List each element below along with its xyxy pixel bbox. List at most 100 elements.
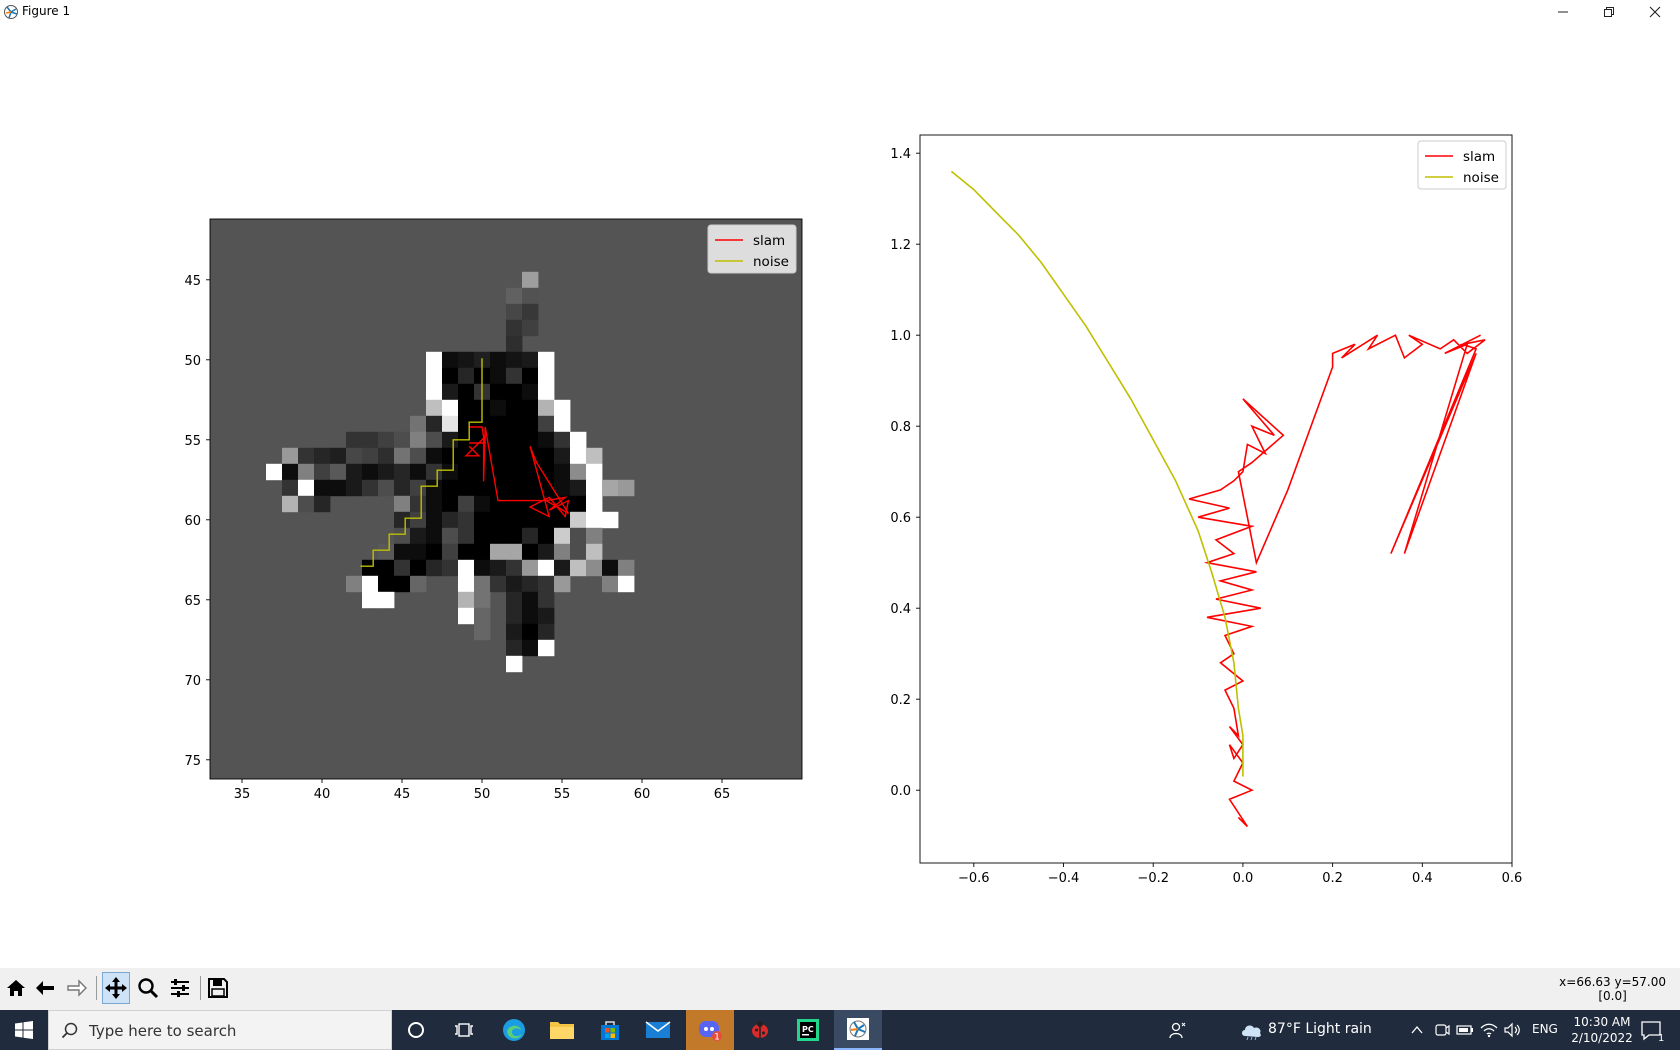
heatmap-cell [522, 431, 539, 449]
taskbar-file-explorer[interactable] [538, 1010, 586, 1050]
heatmap-cell [506, 287, 523, 305]
meet-now-icon[interactable] [1434, 1022, 1450, 1038]
heatmap-cell [570, 447, 587, 465]
trajectory-line-axes[interactable]: −0.6 −0.4 −0.2 0.0 0.2 0.4 0.6 0.0 0.2 0.4 0.6 0.8 1… [890, 134, 1522, 886]
heatmap-cell [442, 543, 459, 561]
trajectory-series-slam [1188, 334, 1486, 828]
chevron-up-icon[interactable] [1410, 1024, 1424, 1036]
heatmap-cell [378, 591, 395, 609]
heatmap-cell [554, 431, 571, 449]
heatmap-cell [330, 479, 347, 497]
start-button[interactable] [0, 1010, 48, 1050]
search-placeholder: Type here to search [89, 1022, 237, 1040]
heatmap-cell [426, 495, 443, 513]
heatmap-cell [426, 351, 443, 369]
heatmap-cell [346, 431, 363, 449]
heatmap-x-tick-label: 65 [714, 787, 731, 802]
cortana-icon [408, 1022, 424, 1038]
clock-date: 2/10/2022 [1571, 1031, 1633, 1045]
home-button[interactable] [2, 972, 30, 1004]
heatmap-cell [522, 303, 539, 321]
taskbar-discord[interactable]: 1 [686, 1010, 734, 1050]
heatmap-series-slam [464, 434, 486, 457]
heatmap-cell [522, 591, 539, 609]
heatmap-cell [522, 639, 539, 657]
configure-button[interactable] [166, 972, 194, 1004]
heatmap-cell [442, 527, 459, 545]
close-icon [1649, 6, 1661, 18]
heatmap-cell [570, 463, 587, 481]
close-button[interactable] [1632, 0, 1678, 24]
zoom-button[interactable] [134, 972, 162, 1004]
taskbar-ladybug-app[interactable] [736, 1010, 784, 1050]
heatmap-cell [426, 559, 443, 577]
heatmap-cell [314, 495, 331, 513]
notification-icon[interactable]: 1 [1640, 1020, 1664, 1042]
heatmap-x-tick-label: 45 [394, 787, 411, 802]
heatmap-cell [346, 575, 363, 593]
task-view-button[interactable] [440, 1010, 488, 1050]
cortana-button[interactable] [392, 1010, 440, 1050]
heatmap-cell [522, 623, 539, 641]
edge-browser-icon [503, 1019, 525, 1041]
heatmap-cell [394, 431, 411, 449]
save-button[interactable] [204, 972, 232, 1004]
taskbar-mail[interactable] [634, 1010, 682, 1050]
heatmap-cell [282, 495, 299, 513]
taskbar-clock[interactable]: 10:30 AM 2/10/2022 [1566, 1014, 1638, 1046]
figure-canvas[interactable]: 35 40 45 50 55 60 65 45 50 55 60 65 70 75 slam noise −0… [0, 24, 1680, 968]
heatmap-cell [586, 495, 603, 513]
heatmap-cell [490, 383, 507, 401]
heatmap-cell [458, 351, 475, 369]
heatmap-cell [570, 559, 587, 577]
taskbar-search-box[interactable]: Type here to search [48, 1010, 392, 1050]
heatmap-cell [378, 559, 395, 577]
heatmap-cell [490, 399, 507, 417]
wifi-icon[interactable] [1480, 1022, 1498, 1038]
weather-text[interactable]: 87°F Light rain [1268, 1021, 1372, 1037]
heatmap-cell [506, 623, 523, 641]
forward-button[interactable] [62, 972, 90, 1004]
volume-icon[interactable] [1504, 1022, 1522, 1038]
language-indicator[interactable]: ENG [1532, 1022, 1558, 1036]
heatmap-cell [522, 511, 539, 529]
heatmap-x-tick-label: 55 [554, 787, 571, 802]
heatmap-cell [602, 511, 619, 529]
heatmap-cell [538, 431, 555, 449]
heatmap-cell [554, 543, 571, 561]
heatmap-cell [378, 479, 395, 497]
taskbar-microsoft-store[interactable] [586, 1010, 634, 1050]
people-button[interactable] [1160, 1010, 1196, 1050]
occupancy-heatmap-axes[interactable]: 35 40 45 50 55 60 65 45 50 55 60 65 70 75 slam noise [184, 218, 803, 802]
heatmap-cell [442, 415, 459, 433]
heatmap-cell [426, 543, 443, 561]
heatmap-y-tick-label: 55 [184, 434, 201, 449]
heatmap-cell [474, 527, 491, 545]
heatmap-cell [474, 447, 491, 465]
heatmap-cell [394, 495, 411, 513]
heatmap-cell [394, 511, 411, 529]
heatmap-cell [490, 559, 507, 577]
trajectory-x-tick-label: −0.6 [958, 871, 990, 886]
heatmap-cell [570, 527, 587, 545]
window-title: Figure 1 [22, 4, 71, 18]
pan-button[interactable] [102, 972, 130, 1004]
heatmap-cell [474, 607, 491, 625]
heatmap-cell [410, 527, 427, 545]
heatmap-cell [314, 463, 331, 481]
battery-icon[interactable] [1456, 1023, 1474, 1037]
taskbar-edge[interactable] [490, 1010, 538, 1050]
minimize-button[interactable] [1540, 0, 1586, 24]
taskbar-pycharm[interactable]: PC [784, 1010, 832, 1050]
heatmap-cell [426, 511, 443, 529]
trajectory-y-tick-label: 1.2 [890, 238, 911, 253]
restore-button[interactable] [1586, 0, 1632, 24]
taskbar-matplotlib-figure[interactable] [834, 1010, 882, 1050]
back-button[interactable] [32, 972, 60, 1004]
heatmap-cell [410, 479, 427, 497]
heatmap-cell [426, 367, 443, 385]
heatmap-cell [538, 639, 555, 657]
heatmap-y-tick-label: 70 [184, 674, 201, 689]
heatmap-cell [410, 463, 427, 481]
heatmap-cell [330, 447, 347, 465]
